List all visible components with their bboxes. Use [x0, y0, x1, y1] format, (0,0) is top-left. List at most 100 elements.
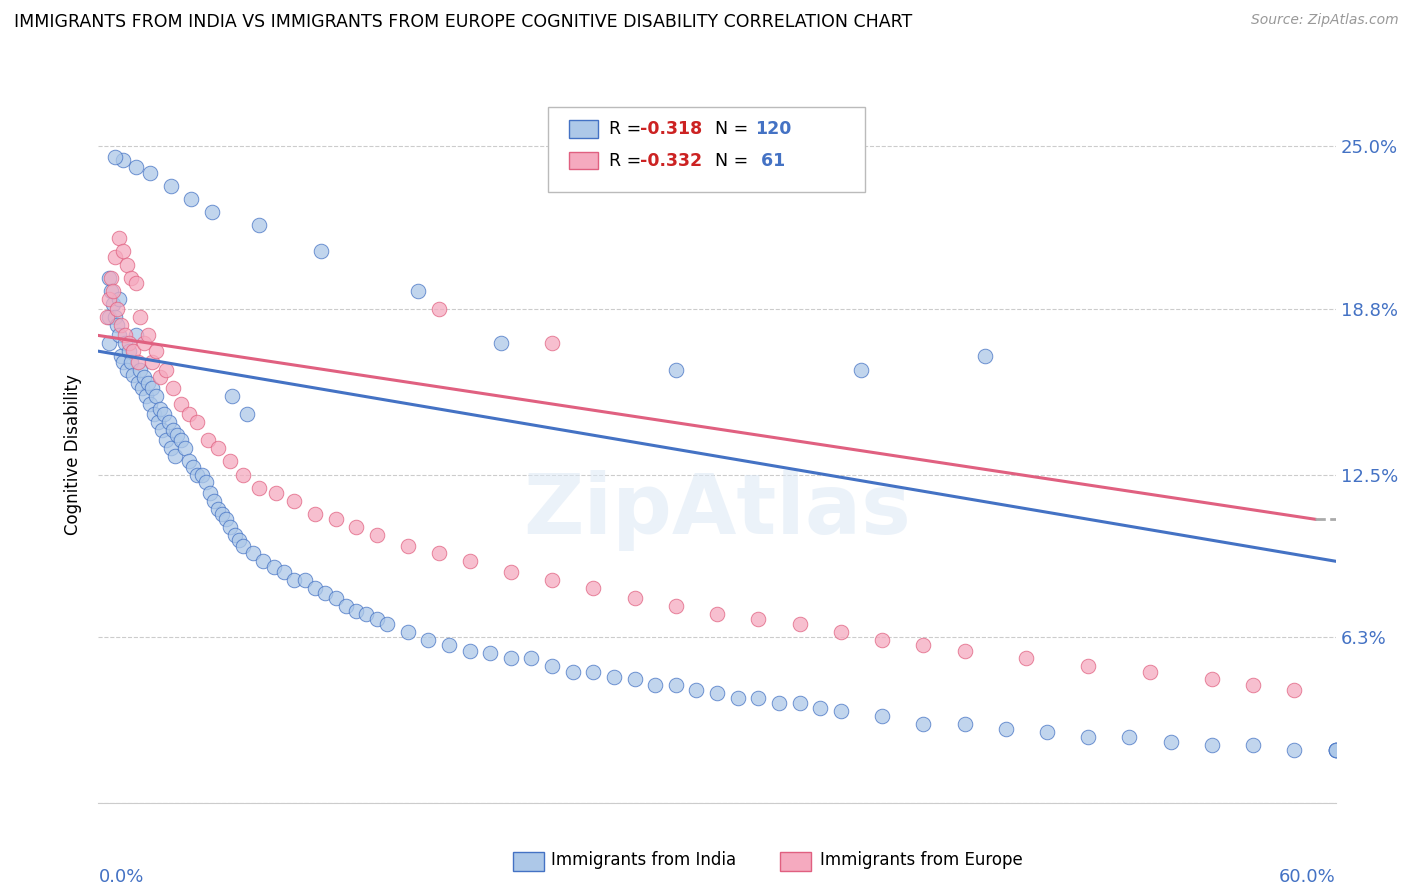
Text: 120: 120 [755, 120, 792, 138]
Point [96, 310, 118, 324]
Point [108, 292, 131, 306]
Point [215, 512, 238, 526]
Point [149, 401, 172, 416]
Point [309, 244, 332, 259]
Point [207, 442, 229, 456]
Point [1201, 738, 1223, 752]
Point [136, 328, 159, 343]
Point [541, 573, 564, 587]
Text: N =: N = [704, 120, 754, 138]
Point [179, 454, 201, 468]
Point [437, 638, 460, 652]
Point [247, 481, 270, 495]
Point [179, 407, 201, 421]
Point [427, 302, 450, 317]
Point [112, 244, 135, 259]
Text: ZipAtlas: ZipAtlas [523, 470, 911, 551]
Point [1241, 738, 1264, 752]
Point [141, 381, 163, 395]
Point [105, 302, 128, 317]
Point [582, 581, 605, 595]
Point [162, 423, 184, 437]
Point [479, 646, 502, 660]
Point [104, 150, 127, 164]
Text: IMMIGRANTS FROM INDIA VS IMMIGRANTS FROM EUROPE COGNITIVE DISABILITY CORRELATION: IMMIGRANTS FROM INDIA VS IMMIGRANTS FROM… [14, 13, 912, 31]
Point [1324, 743, 1347, 757]
Point [180, 192, 202, 206]
Point [851, 362, 873, 376]
Point [768, 696, 790, 710]
Point [1077, 659, 1099, 673]
Point [170, 434, 193, 448]
Point [247, 218, 270, 232]
Point [344, 520, 367, 534]
Point [242, 546, 264, 560]
Point [150, 423, 173, 437]
Point [112, 355, 135, 369]
Point [665, 362, 688, 376]
Point [108, 328, 131, 343]
Point [186, 415, 208, 429]
Point [128, 310, 150, 324]
Point [100, 284, 122, 298]
Point [366, 612, 388, 626]
Y-axis label: Cognitive Disability: Cognitive Disability [65, 375, 83, 535]
Point [489, 336, 512, 351]
Point [789, 617, 811, 632]
Point [97, 310, 120, 324]
Point [159, 442, 181, 456]
Point [104, 310, 127, 324]
Point [335, 599, 357, 613]
Point [110, 350, 132, 364]
Point [117, 258, 139, 272]
Point [117, 362, 139, 376]
Point [706, 685, 728, 699]
Point [263, 559, 285, 574]
Point [912, 638, 935, 652]
Point [124, 276, 146, 290]
Point [953, 717, 976, 731]
Point [128, 362, 150, 376]
Point [97, 270, 120, 285]
Point [644, 678, 666, 692]
Point [186, 467, 208, 482]
Point [124, 161, 146, 175]
Point [148, 415, 170, 429]
Point [520, 651, 543, 665]
Point [458, 554, 481, 568]
Text: -0.332: -0.332 [640, 152, 702, 169]
Point [112, 153, 135, 167]
Point [294, 573, 316, 587]
Point [194, 475, 217, 490]
Point [157, 415, 180, 429]
Point [153, 407, 176, 421]
Point [325, 512, 347, 526]
Point [101, 297, 124, 311]
Point [706, 607, 728, 621]
Text: Immigrants from Europe: Immigrants from Europe [820, 851, 1022, 869]
Point [830, 625, 852, 640]
Point [747, 690, 769, 705]
Point [252, 554, 274, 568]
Point [541, 659, 564, 673]
Point [155, 434, 177, 448]
Point [1139, 665, 1161, 679]
Point [870, 709, 893, 723]
Point [1160, 735, 1182, 749]
Point [994, 723, 1017, 737]
Point [97, 336, 120, 351]
Point [499, 565, 522, 579]
Point [974, 350, 997, 364]
Point [499, 651, 522, 665]
Point [623, 673, 645, 687]
Point [396, 625, 419, 640]
Point [108, 231, 131, 245]
Text: 0.0%: 0.0% [98, 869, 143, 887]
Point [685, 682, 707, 697]
Point [97, 292, 120, 306]
Point [127, 376, 149, 390]
Point [375, 617, 398, 632]
Point [198, 486, 221, 500]
Point [406, 284, 429, 298]
Point [1201, 673, 1223, 687]
